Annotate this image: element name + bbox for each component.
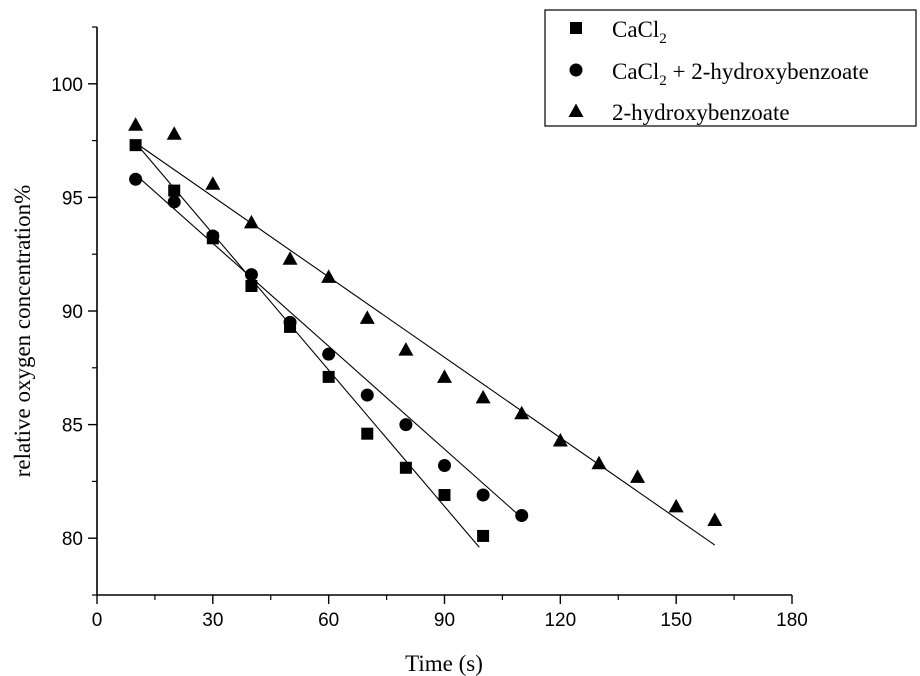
y-tick-label: 80 <box>62 529 83 550</box>
fit-line <box>135 142 480 548</box>
y-tick-label: 100 <box>51 75 83 96</box>
legend-marker-triangle <box>568 103 584 117</box>
data-point-circle <box>283 315 297 329</box>
x-tick-label: 180 <box>776 610 808 631</box>
x-tick-label: 0 <box>92 610 103 631</box>
data-point-square <box>168 184 181 197</box>
y-tick-label: 95 <box>62 188 83 209</box>
x-axis-title: Time (s) <box>405 651 483 676</box>
legend-label: CaCl2 + 2-hydroxybenzoate <box>612 59 869 89</box>
axes: 0 30 60 90 120 150 180 80 85 90 95 100 <box>51 26 808 631</box>
fit-line <box>135 142 716 546</box>
data-point-triangle <box>321 269 337 283</box>
legend-marker-circle <box>569 63 583 77</box>
legend-label: CaCl2 <box>612 17 667 47</box>
y-axis-title: relative oxygen concentration% <box>10 185 35 478</box>
legend-marker-square <box>570 22 582 34</box>
data-point-square <box>129 139 142 152</box>
data-point-circle <box>244 268 258 282</box>
data-point-triangle <box>668 498 684 513</box>
legend-label: 2-hydroxybenzoate <box>612 100 790 125</box>
data-point-circle <box>206 229 220 243</box>
data-point-triangle <box>243 214 259 229</box>
data-point-triangle <box>166 126 182 140</box>
data-point-circle <box>360 388 374 402</box>
data-point-square <box>361 427 374 440</box>
y-tick-label: 90 <box>62 302 83 323</box>
data-point-triangle <box>591 455 607 470</box>
data-point-triangle <box>437 369 452 383</box>
data-point-square <box>245 280 258 293</box>
data-point-triangle <box>282 251 298 265</box>
x-tick-label: 90 <box>434 610 455 631</box>
data-point-square <box>399 461 412 474</box>
data-point-triangle <box>630 469 646 483</box>
fit-lines <box>135 142 716 548</box>
data-point-square <box>477 529 490 542</box>
data-point-triangle <box>552 433 568 447</box>
data-point-triangle <box>205 176 221 190</box>
x-tick-label: 120 <box>544 610 576 631</box>
data-point-circle <box>129 172 143 186</box>
legend: CaCl2 CaCl2 + 2-hydroxybenzoate 2-hydroxyb… <box>544 9 917 127</box>
data-point-circle <box>167 195 181 209</box>
fit-line <box>135 174 523 519</box>
y-tick-label: 85 <box>62 416 83 437</box>
data-point-circle <box>476 488 490 502</box>
data-point-circle <box>515 508 529 522</box>
data-point-triangle <box>475 389 491 404</box>
data-point-square <box>438 489 451 502</box>
data-point-triangle <box>128 117 144 131</box>
x-tick-label: 60 <box>318 610 339 631</box>
x-tick-label: 150 <box>660 610 692 631</box>
x-tick-label: 30 <box>202 610 223 631</box>
data-point-triangle <box>514 405 530 420</box>
data-point-triangle <box>707 512 723 527</box>
data-point-triangle <box>359 310 375 324</box>
data-point-triangle <box>398 342 414 356</box>
legend-box <box>544 9 917 127</box>
data-point-circle <box>438 458 451 472</box>
data-point-circle <box>322 347 336 361</box>
data-point-circle <box>399 418 413 432</box>
data-point-square <box>322 370 335 383</box>
data-markers <box>128 117 723 542</box>
